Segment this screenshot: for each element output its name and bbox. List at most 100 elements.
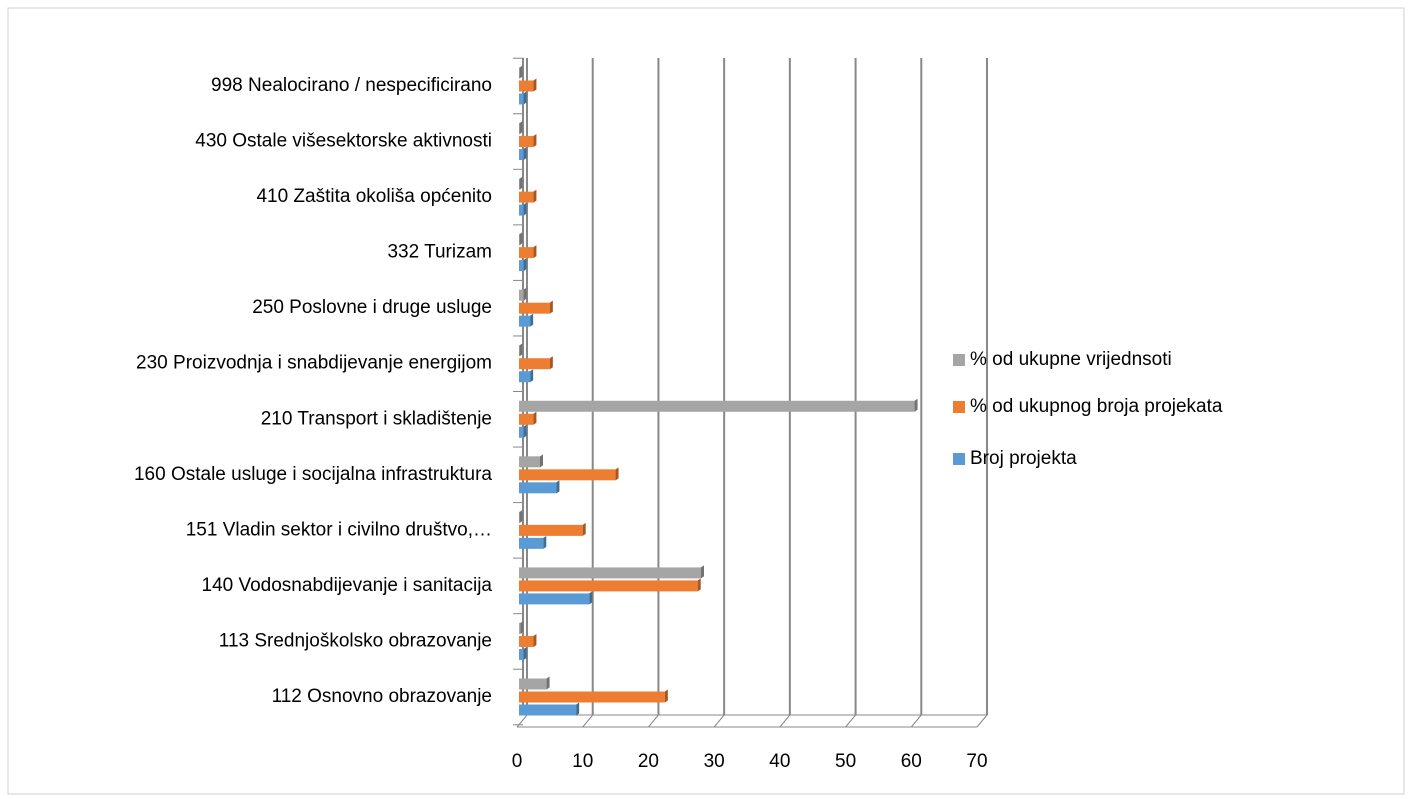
bar-end	[589, 591, 593, 605]
bar	[519, 136, 534, 148]
bar-end	[523, 287, 527, 301]
bar	[519, 371, 531, 383]
bar	[519, 178, 520, 190]
bar-end	[519, 65, 523, 79]
bar	[519, 704, 577, 716]
bar	[519, 635, 534, 647]
bar-end	[530, 369, 534, 383]
bar	[519, 204, 524, 216]
bar-end	[519, 232, 523, 246]
legend-swatch	[953, 453, 965, 465]
bar-end	[533, 245, 537, 259]
y-tick-label: 160 Ostale usluge i socijalna infrastruk…	[134, 464, 492, 485]
bar-end	[519, 509, 523, 523]
grid-floor	[910, 714, 922, 728]
bar-end	[523, 202, 527, 216]
x-tick-label: 10	[572, 751, 593, 772]
y-tick-label: 230 Proizvodnja i snabdijevanje energijo…	[136, 353, 492, 374]
x-tick-label: 60	[901, 751, 922, 772]
y-tick-label: 332 Turizam	[387, 242, 492, 263]
bar-end	[701, 565, 704, 579]
bar	[519, 358, 550, 370]
x-tick-label: 70	[966, 751, 987, 772]
bar-end	[556, 480, 560, 494]
bar-end	[530, 313, 534, 327]
bar-end	[533, 411, 537, 425]
bar	[519, 622, 521, 634]
bar	[519, 302, 550, 314]
y-tick-label: 250 Poslovne i druge usluge	[252, 297, 492, 318]
bar-end	[519, 176, 523, 190]
bar-end	[519, 343, 523, 357]
legend-label: % od ukupne vrijednsoti	[970, 349, 1172, 370]
bar-end	[533, 189, 537, 203]
bar-end	[576, 702, 580, 716]
legend-swatch	[953, 354, 965, 366]
bar-end	[523, 258, 527, 272]
bar-end	[914, 398, 918, 412]
bar-end	[540, 454, 543, 468]
bar-end	[523, 424, 527, 438]
y-tick-label: 210 Transport i skladištenje	[261, 408, 492, 429]
y-tick-label: 151 Vladin sektor i civilno društvo,…	[186, 519, 492, 540]
bar	[519, 426, 524, 438]
legend-label: % od ukupnog broja projekata	[970, 396, 1223, 417]
grid-floor	[779, 714, 791, 728]
bar-end	[523, 147, 527, 161]
bar-end	[546, 676, 550, 690]
x-tick-label: 40	[769, 751, 790, 772]
bar-end	[549, 300, 553, 314]
bar	[519, 482, 557, 494]
bar	[519, 315, 531, 327]
y-tick-label: 112 Osnovno obrazovanje	[272, 686, 492, 707]
bar	[519, 400, 915, 412]
bar-end	[533, 633, 537, 647]
x-tick-label: 20	[638, 751, 659, 772]
bar-end	[549, 356, 553, 370]
bar-end	[523, 646, 527, 660]
y-tick-label: 430 Ostale višesektorske aktivnosti	[195, 131, 492, 152]
y-tick-label: 113 Srednjoškolsko obrazovanje	[219, 630, 492, 651]
bar-end	[533, 134, 537, 148]
grid-floor	[845, 714, 856, 728]
bar	[519, 247, 534, 259]
bar	[519, 345, 520, 357]
bar-end	[543, 535, 547, 549]
bar-end	[697, 578, 701, 592]
y-tick-label: 998 Nealocirano / nespecificirano	[211, 75, 492, 96]
bar	[519, 691, 665, 703]
grid-floor	[648, 714, 659, 728]
bar	[519, 469, 616, 481]
bar	[519, 511, 520, 523]
bar	[519, 456, 540, 468]
grid-floor	[976, 714, 988, 728]
bar	[519, 678, 547, 690]
x-tick-label: 30	[704, 751, 725, 772]
bar	[519, 567, 701, 579]
grid-floor	[582, 714, 594, 728]
bar-end	[533, 78, 537, 92]
x-tick-label: 0	[512, 751, 523, 772]
bar	[519, 593, 590, 605]
legend-label: Broj projekta	[970, 448, 1077, 469]
bar	[519, 149, 524, 161]
y-tick-label: 410 Zaštita okoliša općenito	[256, 186, 492, 207]
bar-end	[615, 467, 619, 481]
bar	[519, 80, 534, 92]
bar	[519, 413, 534, 425]
bar	[519, 234, 520, 246]
legend-swatch	[953, 401, 965, 413]
bar	[519, 537, 544, 549]
bar	[519, 93, 524, 105]
bar	[519, 580, 698, 592]
bar	[519, 289, 524, 301]
bar	[519, 191, 534, 203]
bar	[519, 524, 583, 536]
bar-end	[519, 121, 523, 135]
bar-end	[582, 522, 586, 536]
y-tick-label: 140 Vodosnabdijevanje i sanitacija	[202, 575, 493, 596]
x-tick-label: 50	[835, 751, 856, 772]
bar	[519, 123, 520, 135]
